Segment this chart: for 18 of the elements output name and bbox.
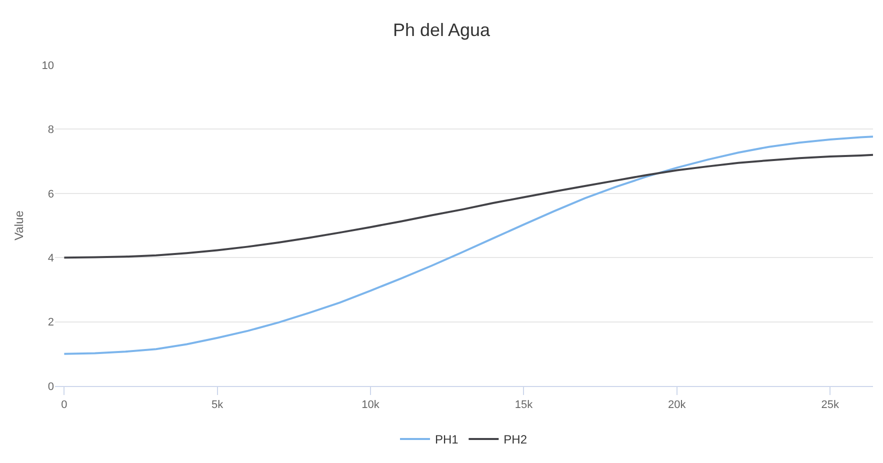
x-tick-label: 0 [61, 399, 68, 412]
line-series [63, 154, 873, 259]
line-series [63, 136, 873, 355]
y-tick-label: 2 [48, 316, 54, 329]
x-tick-label: 20k [668, 399, 686, 412]
y-tick-label: 4 [48, 252, 54, 264]
legend-label: PH1 [435, 432, 459, 447]
y-tick-label: 8 [48, 124, 54, 136]
legend-label: PH2 [504, 432, 528, 447]
y-axis-title: Value [12, 210, 26, 240]
y-tick-label: 10 [42, 60, 54, 72]
chart-title: Ph del Agua [392, 20, 492, 40]
x-tick-label: 5k [212, 399, 224, 412]
x-tick-label: 10k [362, 399, 380, 412]
x-tick-label: 15k [514, 399, 534, 412]
y-tick-label: 0 [48, 380, 54, 393]
x-tick-label: 25k [821, 399, 840, 412]
y-tick-label: 6 [48, 188, 54, 200]
